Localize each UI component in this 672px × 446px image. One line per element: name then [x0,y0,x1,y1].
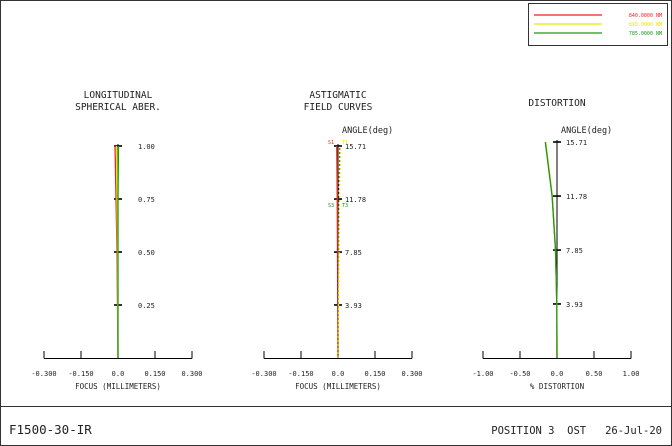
x-tick-label: -0.50 [509,370,530,378]
y-tick-label: 11.78 [566,193,587,201]
position-number: 3 [548,425,555,437]
x-tick-label: 0.150 [144,370,165,378]
x-tick-label: 0.300 [181,370,202,378]
legend-label: 810.0000 NM [629,22,662,28]
chart-title: ASTIGMATIC [309,90,366,101]
series-line-red [336,145,339,359]
y-tick-label: 3.93 [345,302,362,310]
curve-label: S3 [328,203,334,209]
chart-title: SPHERICAL ABER. [75,102,161,113]
curve-label: T1 [342,140,348,146]
x-tick-label: 0.300 [401,370,422,378]
y-tick-label: 7.85 [566,247,583,255]
x-axis-label: FOCUS (MILLIMETERS) [295,382,381,391]
y-tick-label: 7.85 [345,249,362,257]
y-tick-label: 15.71 [566,139,587,147]
legend-label: 840.0000 NM [629,13,662,19]
y-tick-label: 0.50 [138,249,155,257]
footer-date: 26-Jul-20 [605,425,662,437]
y-tick-label: 1.00 [138,143,155,151]
x-tick-label: -0.300 [31,370,56,378]
x-axis-label: FOCUS (MILLIMETERS) [75,382,161,391]
curve-label: T3 [342,203,348,209]
x-tick-label: -0.150 [288,370,313,378]
legend-label: 785.0000 NM [629,31,662,37]
x-tick-label: 0.0 [112,370,125,378]
y-tick-label: 3.93 [566,301,583,309]
x-tick-label: -0.150 [68,370,93,378]
x-tick-label: -0.300 [251,370,276,378]
lens-name: F1500-30-IR [9,422,92,437]
chart-title: LONGITUDINAL [84,90,153,101]
chart-title: FIELD CURVES [304,102,373,113]
axis-header: ANGLE(deg) [561,126,612,136]
x-tick-label: -1.00 [472,370,493,378]
x-tick-label: 0.0 [332,370,345,378]
curve-label: S1 [328,140,334,146]
y-tick-label: 0.25 [138,302,155,310]
footer-info: POSITION 3 OST 26-Jul-20 [491,425,662,437]
series-line-green [544,141,558,359]
x-tick-label: 0.50 [586,370,603,378]
series-line-yellow [337,145,342,359]
y-tick-label: 0.75 [138,196,155,204]
position-label: POSITION [491,425,542,437]
x-tick-label: 1.00 [623,370,640,378]
ost-label: OST [567,425,587,437]
x-tick-label: 0.150 [364,370,385,378]
chart-title: DISTORTION [528,98,585,109]
y-tick-label: 11.78 [345,196,366,204]
y-tick-label: 15.71 [345,143,366,151]
x-axis-label: % DISTORTION [530,382,584,391]
x-tick-label: 0.0 [551,370,564,378]
axis-header: ANGLE(deg) [342,126,393,136]
